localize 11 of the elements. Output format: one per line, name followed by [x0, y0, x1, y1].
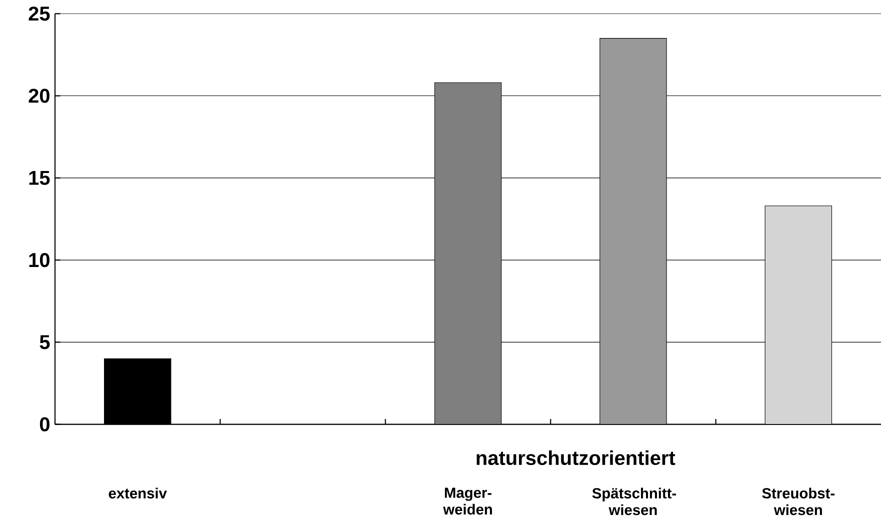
y-tick-label: 0 — [40, 417, 50, 432]
x-tick-label: Spätschnitt-wiesen — [592, 488, 676, 516]
x-tick-label: extensiv — [108, 488, 167, 498]
y-tick-label: 20 — [28, 88, 50, 103]
y-tick-label: 5 — [40, 335, 50, 350]
y-tick-label: 10 — [29, 252, 50, 268]
text: naturschutzorientiert — [476, 450, 676, 466]
y-tick-label: 25 — [28, 6, 50, 21]
x-tick-label: Streuobst-wiesen — [762, 488, 834, 516]
y-tick-label: 15 — [29, 170, 50, 185]
x-tick-label: Mager-weiden — [443, 488, 492, 515]
